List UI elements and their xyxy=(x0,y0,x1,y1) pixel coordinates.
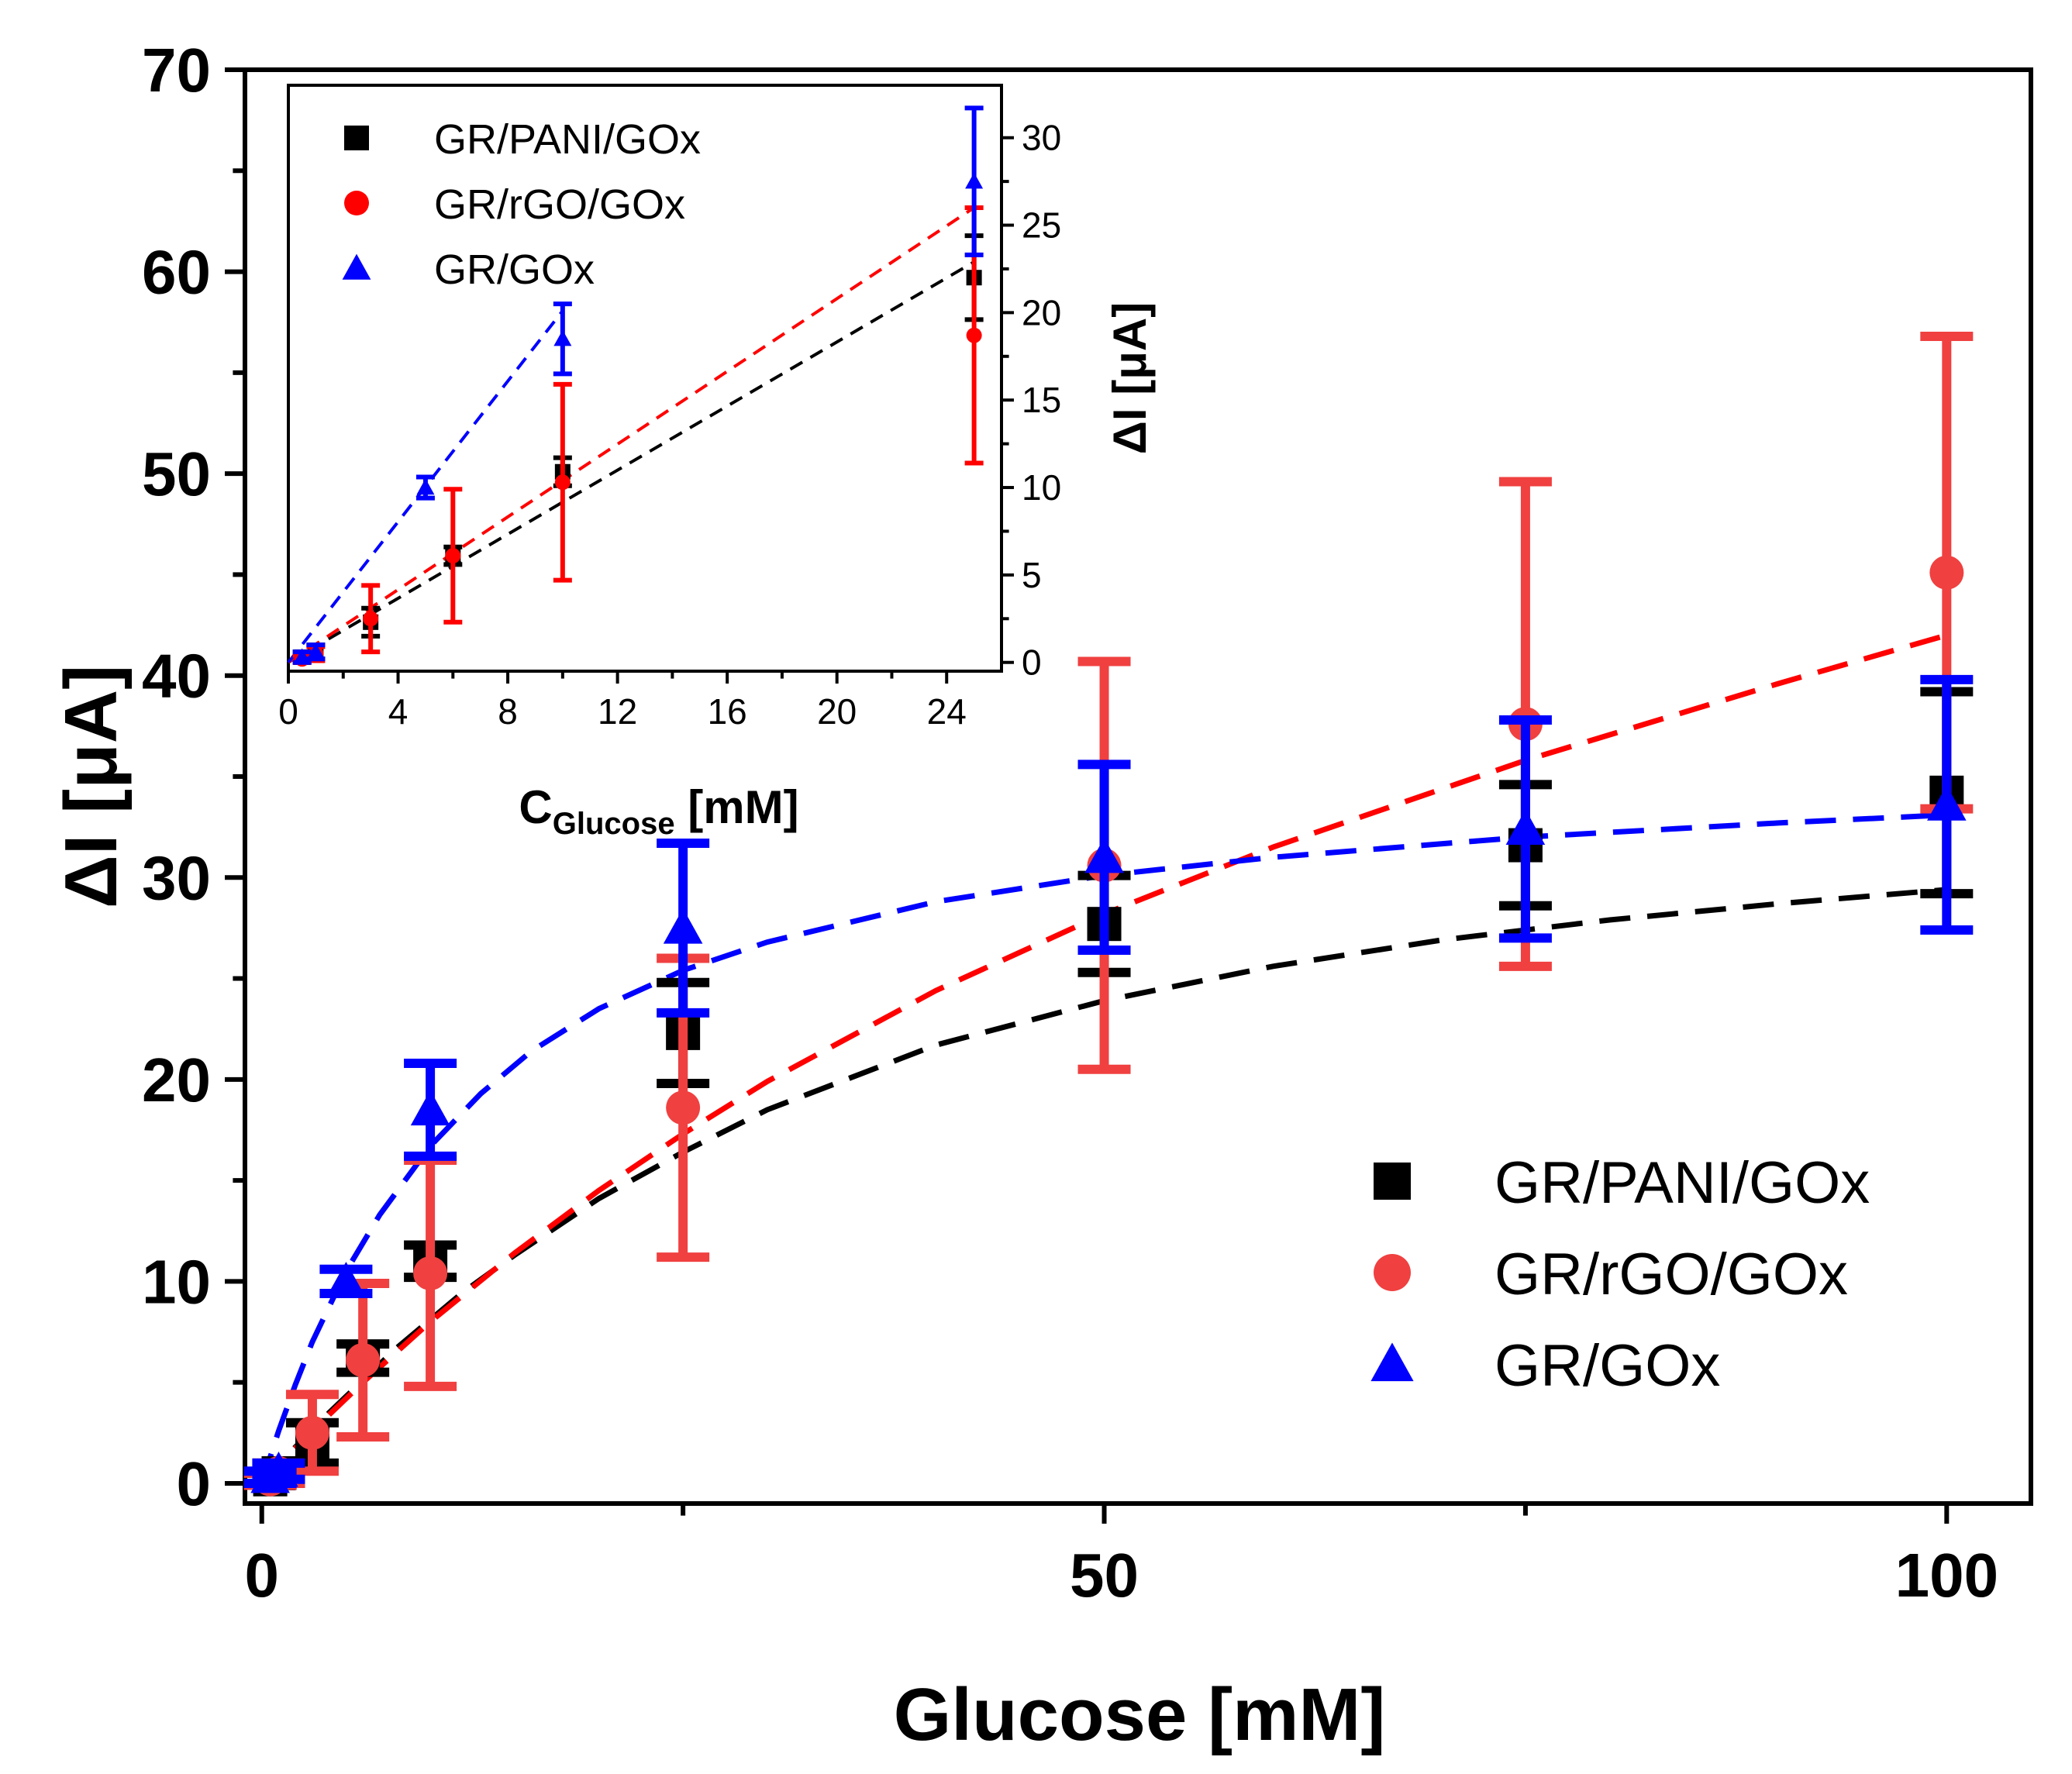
main-y-tick-label: 40 xyxy=(142,642,211,711)
main-data-point xyxy=(1505,809,1546,845)
main-data-point xyxy=(1084,837,1124,873)
inset-fit-line-1 xyxy=(287,206,975,664)
inset-x-tick-label: 20 xyxy=(817,691,857,732)
main-data-point xyxy=(1929,555,1964,590)
main-data-point xyxy=(295,1415,329,1450)
main-legend-marker xyxy=(1374,1254,1411,1291)
inset-data-point xyxy=(363,611,379,627)
inset-legend-marker xyxy=(342,253,371,280)
inset-legend-label: GR/GOx xyxy=(434,246,595,293)
inset-plot: 0 4 8 12 16 20 24 0 5 10 15 20 25 30 xyxy=(278,84,1061,732)
inset-y-tick-label: 20 xyxy=(1022,292,1061,332)
inset-x-axis-title: CGlucose [mM] xyxy=(519,781,798,841)
inset-x-tick-label: 12 xyxy=(598,691,637,732)
main-data-point xyxy=(410,1090,450,1126)
inset-legend-marker xyxy=(344,191,369,215)
inset-x-axis-title-main: C xyxy=(519,781,552,833)
main-x-tick-label: 100 xyxy=(1895,1541,1998,1610)
main-y-tick-label: 50 xyxy=(142,439,211,508)
main-legend-label: GR/rGO/GOx xyxy=(1495,1242,1848,1307)
main-legend-marker xyxy=(1374,1163,1411,1200)
inset-y-tick-label: 30 xyxy=(1022,118,1061,158)
main-data-point xyxy=(413,1256,448,1290)
inset-x-tick-label: 16 xyxy=(708,691,747,732)
inset-y-tick-label: 5 xyxy=(1022,555,1042,595)
main-legend: GR/PANI/GOx GR/rGO/GOx GR/GOx xyxy=(1370,1150,1870,1399)
inset-plot-frame xyxy=(287,84,1003,673)
inset-y-axis-title: ΔI [μA] xyxy=(1104,302,1156,454)
inset-data-point xyxy=(554,474,571,491)
main-y-tick-label: 60 xyxy=(142,238,211,307)
inset-y-tick-label: 25 xyxy=(1022,205,1061,246)
inset-legend: GR/PANI/GOx GR/rGO/GOx GR/GOx xyxy=(342,116,701,293)
inset-x-axis-title-sub: Glucose xyxy=(553,807,675,841)
inset-x-tick-label: 24 xyxy=(927,691,967,732)
inset-legend-label: GR/PANI/GOx xyxy=(434,116,701,163)
main-data-point xyxy=(346,1343,381,1377)
inset-data-point xyxy=(966,327,982,343)
main-data-point xyxy=(259,1452,298,1487)
inset-data-point xyxy=(553,329,572,346)
inset-data-point xyxy=(445,548,461,564)
main-legend-label: GR/GOx xyxy=(1495,1333,1720,1399)
main-y-axis-title: ΔI [μA] xyxy=(50,665,133,908)
main-y-tick-label: 0 xyxy=(177,1449,212,1518)
main-fit-line-2 xyxy=(259,812,1947,1484)
main-data-point xyxy=(663,908,703,944)
inset-x-tick-label: 8 xyxy=(498,691,518,732)
main-data-point xyxy=(326,1262,366,1297)
main-y-tick-label: 20 xyxy=(142,1045,211,1114)
inset-x-axis-title-unit: [mM] xyxy=(675,781,799,833)
main-x-axis-title: Glucose [mM] xyxy=(894,1673,1386,1756)
inset-legend-label: GR/rGO/GOx xyxy=(434,181,685,228)
main-data-point xyxy=(666,1090,701,1125)
main-legend-marker xyxy=(1370,1342,1414,1382)
main-x-tick-label: 50 xyxy=(1070,1541,1139,1610)
inset-y-tick-label: 15 xyxy=(1022,380,1061,420)
main-legend-label: GR/PANI/GOx xyxy=(1495,1150,1870,1216)
inset-x-tick-label: 0 xyxy=(278,691,298,732)
main-y-tick-label: 70 xyxy=(142,36,211,105)
inset-fit-line-0 xyxy=(287,260,975,664)
main-x-tick-label: 0 xyxy=(244,1541,279,1610)
main-data-point xyxy=(1927,785,1967,821)
inset-y-tick-label: 0 xyxy=(1022,642,1042,683)
inset-data-point xyxy=(965,172,984,189)
inset-data-point xyxy=(306,642,325,660)
inset-legend-marker xyxy=(344,126,369,150)
main-y-tick-label: 30 xyxy=(142,843,211,912)
main-y-tick-label: 10 xyxy=(142,1247,211,1316)
inset-x-tick-label: 4 xyxy=(388,691,409,732)
inset-y-tick-label: 10 xyxy=(1022,467,1061,508)
inset-data-point xyxy=(416,478,435,495)
